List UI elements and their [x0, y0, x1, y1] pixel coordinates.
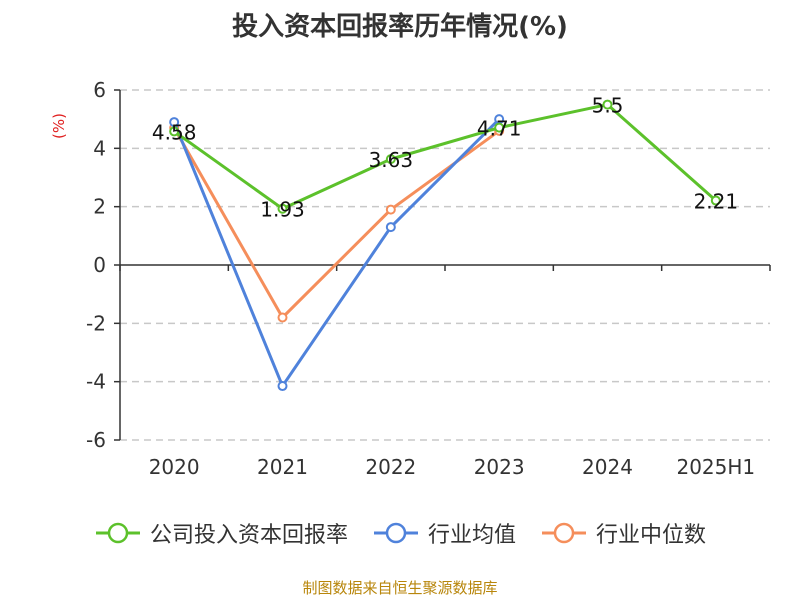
grid-layer — [120, 89, 770, 441]
data-label: 2.21 — [694, 190, 739, 214]
x-tick-label: 2022 — [365, 455, 416, 479]
y-tick-label: 6 — [93, 78, 106, 102]
x-tick-label: 2020 — [149, 455, 200, 479]
data-point-industry_avg[interactable] — [277, 381, 288, 392]
legend-marker-industry-median — [542, 522, 586, 544]
legend-label-industry-average: 行业均值 — [427, 523, 516, 548]
series-line-industry_avg — [172, 118, 501, 388]
data-point-industry_avg[interactable] — [385, 222, 396, 233]
y-axis-unit-label: (%) — [50, 113, 68, 139]
chart-title: 投入资本回报率历年情况(%) — [232, 12, 568, 42]
legend-label-company: 公司投入资本回报率 — [149, 523, 348, 548]
data-point-company[interactable] — [710, 195, 721, 206]
data-point-company[interactable] — [602, 99, 613, 110]
data-label: 1.93 — [260, 198, 305, 222]
y-tick-label: 4 — [93, 136, 106, 160]
data-point-industry_median[interactable] — [277, 312, 288, 323]
axis-layer: -6 -4 -2 0 2 4 6 2020 2021 2022 2023 2024 2025H1 — [86, 78, 771, 479]
x-tick-label: 2024 — [582, 455, 633, 479]
series-line-company — [173, 103, 717, 211]
label-layer: 4.58 1.93 3.63 4.71 5.5 2.21 — [152, 94, 738, 222]
x-tick-label: 2025H1 — [676, 455, 755, 479]
y-tick-label: 2 — [93, 195, 106, 219]
y-tick-label: -6 — [86, 428, 106, 452]
data-point-company[interactable] — [385, 154, 396, 165]
y-tick-label: -4 — [86, 370, 106, 394]
series-line-industry_median — [172, 127, 501, 319]
legend: 公司投入资本回报率 行业均值 行业中位数 — [0, 517, 800, 549]
data-label: 3.63 — [369, 148, 414, 172]
legend-marker-industry-average — [373, 522, 418, 544]
y-tick-label: -2 — [86, 311, 106, 335]
legend-item-industry-average[interactable]: 行业均值 — [372, 517, 516, 549]
data-label: 4.58 — [152, 120, 197, 144]
legend-label-industry-median: 行业中位数 — [596, 523, 707, 548]
data-label: 5.5 — [592, 94, 624, 118]
legend-marker-company — [95, 522, 140, 544]
data-label: 4.71 — [477, 117, 522, 141]
series-layer — [169, 99, 721, 392]
data-point-industry_median[interactable] — [385, 204, 396, 215]
x-tick-label: 2021 — [257, 455, 308, 479]
source-caption: 制图数据来自恒生聚源数据库 — [302, 579, 498, 597]
data-point-company[interactable] — [494, 122, 505, 133]
y-tick-label: 0 — [93, 253, 106, 277]
x-tick-label: 2023 — [474, 455, 525, 479]
data-point-industry_avg[interactable] — [169, 117, 180, 128]
legend-item-industry-median[interactable]: 行业中位数 — [540, 517, 706, 549]
data-point-company[interactable] — [277, 203, 288, 214]
data-point-company[interactable] — [169, 126, 180, 137]
legend-item-company[interactable]: 公司投入资本回报率 — [94, 517, 348, 549]
